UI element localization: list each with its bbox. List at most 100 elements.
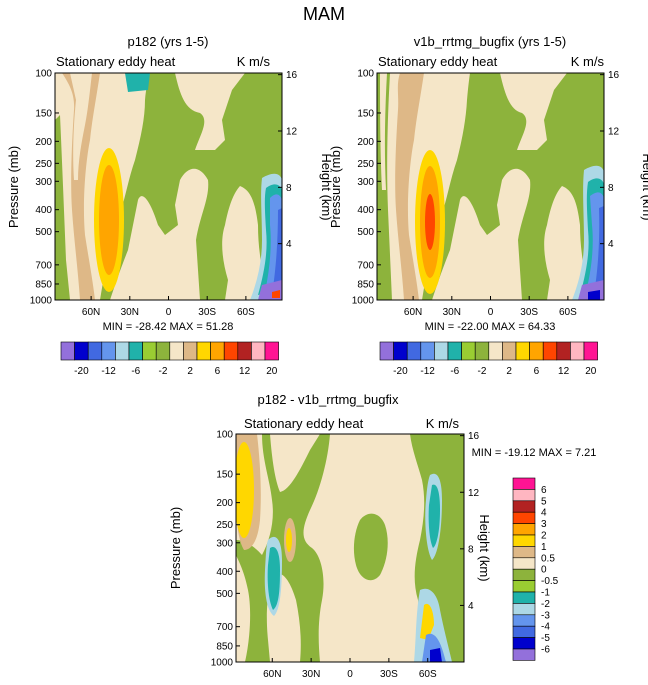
y-tick-label: 200	[35, 137, 52, 148]
height-tick-label: 16	[286, 70, 298, 81]
colorbar-label: 5	[541, 496, 547, 507]
y-axis-label-right: Height (km)	[319, 153, 334, 220]
x-tick-label: 60N	[82, 307, 100, 318]
height-tick-label: 16	[468, 431, 480, 442]
colorbar-label: 2	[506, 366, 512, 377]
y-tick-label: 200	[357, 137, 374, 148]
x-tick-label: 30S	[198, 307, 216, 318]
colorbar-label: -4	[541, 622, 550, 633]
colorbar-swatch	[512, 523, 536, 536]
colorbar-swatch	[542, 341, 558, 361]
panel-title: v1b_rrtmg_bugfix (yrs 1-5)	[414, 34, 566, 49]
colorbar-label: 12	[558, 366, 570, 377]
colorbar-label: -20	[74, 366, 89, 377]
x-tick-label: 30S	[380, 669, 398, 680]
colorbar-swatch	[406, 341, 422, 361]
contour-band-navy	[588, 290, 600, 300]
y-tick-label: 150	[35, 108, 52, 119]
axis-ticks: 60N 30N 0 30S 60S 100 150 200 250 300 400 500 700 850…	[211, 430, 480, 681]
colorbar-swatch	[512, 534, 536, 547]
y-tick-label: 1000	[352, 296, 375, 307]
colorbar-label: -20	[393, 366, 408, 377]
contour-band-yellow	[236, 442, 254, 538]
colorbar-label: 6	[534, 366, 540, 377]
x-tick-label: 30N	[121, 307, 139, 318]
colorbar-label: -12	[101, 366, 116, 377]
colorbar-swatch	[570, 341, 585, 361]
y-tick-label: 700	[35, 260, 52, 271]
contour-band-green	[236, 434, 330, 662]
colorbar-label: 20	[585, 366, 597, 377]
colorbar-swatch	[155, 341, 171, 361]
height-tick-label: 12	[468, 488, 480, 499]
y-tick-label: 100	[357, 69, 374, 80]
units-label: K m/s	[426, 416, 460, 431]
y-tick-label: 400	[216, 567, 233, 578]
height-tick-label: 12	[286, 126, 298, 137]
axis-ticks: 60N 30N 0 30S 60S 100 150 200 250 300 400 500 700 850…	[30, 69, 298, 319]
axis-ticks: 60N 30N 0 30S 60S 100 150 200 250 300 400 500 700 850…	[352, 69, 620, 319]
colorbar-swatch	[183, 341, 198, 361]
colorbar-swatch	[115, 341, 130, 361]
colorbar-label: 20	[266, 366, 278, 377]
y-tick-label: 100	[35, 69, 52, 80]
height-tick-label: 4	[468, 601, 474, 612]
x-tick-label: 0	[488, 307, 494, 318]
contour-band-green	[422, 73, 604, 300]
colorbar-swatch	[512, 500, 536, 513]
contour-band-cream-inner	[70, 73, 92, 180]
colorbar-swatch	[512, 591, 536, 604]
contour-band-dark-blue	[594, 206, 604, 294]
x-tick-label: 0	[347, 669, 353, 680]
colorbar-swatch	[223, 341, 239, 361]
contour-band-green	[100, 73, 282, 300]
colorbar-swatch	[512, 648, 536, 661]
figure-title: MAM	[303, 4, 345, 24]
height-tick-label: 4	[286, 239, 292, 250]
height-tick-label: 16	[608, 70, 620, 81]
y-tick-label: 1000	[30, 296, 53, 307]
contour-band-navy-bottom	[430, 648, 442, 662]
x-tick-label: 60S	[559, 307, 577, 318]
y-tick-label: 500	[35, 227, 52, 238]
contour-band-tan	[62, 73, 100, 300]
contour-band-red	[425, 194, 435, 250]
y-axis-label: Pressure (mb)	[328, 146, 343, 228]
colorbar-label: -6	[450, 366, 459, 377]
x-tick-label: 60S	[237, 307, 255, 318]
colorbar-label: 1	[541, 542, 547, 553]
panel-v1b: v1b_rrtmg_bugfix (yrs 1-5) Stationary ed…	[328, 34, 648, 333]
colorbar-swatch	[512, 580, 536, 593]
colorbar-swatch	[237, 341, 252, 361]
colorbar-label: -6	[131, 366, 140, 377]
y-tick-label: 300	[357, 177, 374, 188]
colorbar-swatch	[583, 341, 598, 361]
y-tick-label: 300	[35, 177, 52, 188]
panel-subtitle: Stationary eddy heat	[56, 54, 176, 69]
y-tick-label: 850	[357, 279, 374, 290]
colorbar-swatch	[169, 341, 184, 361]
colorbar-swatch	[60, 341, 75, 361]
contour-band-orange	[99, 165, 119, 275]
colorbar-swatch	[512, 546, 536, 559]
y-tick-label: 400	[357, 205, 374, 216]
min-max-label: MIN = -28.42 MAX = 51.28	[103, 321, 234, 333]
contour-band-yellow-bottom	[420, 603, 434, 640]
contour-field	[377, 73, 604, 300]
contour-band-teal	[267, 546, 280, 610]
colorbar-swatch	[474, 341, 490, 361]
y-tick-label: 700	[216, 622, 233, 633]
colorbar-swatch	[502, 341, 517, 361]
colorbar-label: -2	[478, 366, 487, 377]
colorbar-swatch	[512, 614, 536, 627]
colorbar-swatch	[128, 341, 143, 361]
colorbar-swatch	[87, 341, 103, 361]
colorbar-swatch	[512, 489, 536, 502]
colorbar-swatch	[264, 341, 279, 361]
contour-band-teal-right	[428, 484, 440, 548]
y-axis-label-right: Height (km)	[640, 153, 648, 220]
colorbar-swatch	[251, 341, 266, 361]
panel-difference: p182 - v1b_rrtmg_bugfix Stationary eddy …	[168, 392, 596, 680]
